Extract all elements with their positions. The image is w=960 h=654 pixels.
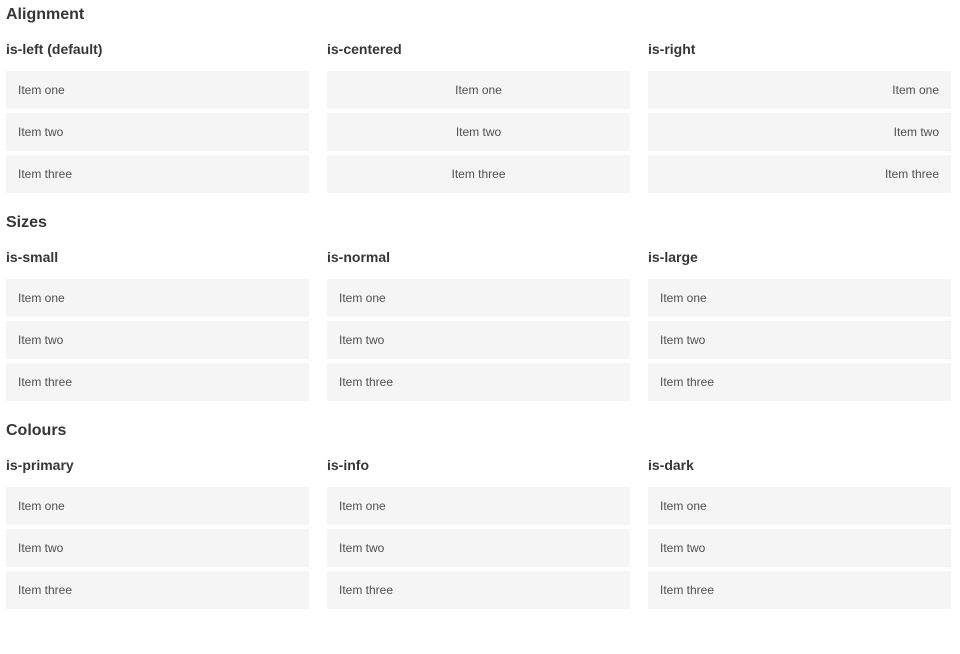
list-item[interactable]: Item two <box>6 529 309 567</box>
list-item[interactable]: Item two <box>6 321 309 359</box>
list-item[interactable]: Item one <box>327 279 630 317</box>
list-item[interactable]: Item three <box>6 155 309 193</box>
list-is-small: Item one Item two Item three <box>6 279 309 401</box>
list-item[interactable]: Item two <box>327 113 630 151</box>
list-item[interactable]: Item three <box>6 571 309 609</box>
group-label: is-centered <box>327 41 402 57</box>
list-item[interactable]: Item two <box>327 321 630 359</box>
section-title: Sizes <box>6 214 47 231</box>
section-alignment: Alignment is-left (default) Item one Ite… <box>6 5 951 193</box>
list-is-large: Item one Item two Item three <box>648 279 951 401</box>
list-is-normal: Item one Item two Item three <box>327 279 630 401</box>
list-item[interactable]: Item two <box>648 113 951 151</box>
list-item[interactable]: Item three <box>648 363 951 401</box>
list-item[interactable]: Item three <box>327 571 630 609</box>
group-label: is-small <box>6 249 59 265</box>
group-is-right: is-right Item one Item two Item three <box>648 41 951 193</box>
group-is-normal: is-normal Item one Item two Item three <box>327 249 630 401</box>
list-item[interactable]: Item one <box>648 71 951 109</box>
list-item[interactable]: Item two <box>648 321 951 359</box>
colours-row: is-primary Item one Item two Item three … <box>6 457 951 609</box>
list-item[interactable]: Item three <box>327 363 630 401</box>
list-is-left: Item one Item two Item three <box>6 71 309 193</box>
list-item[interactable]: Item two <box>6 113 309 151</box>
section-sizes: Sizes is-small Item one Item two Item th… <box>6 213 951 401</box>
list-item[interactable]: Item two <box>648 529 951 567</box>
group-label: is-large <box>648 249 698 265</box>
group-label: is-info <box>327 457 369 473</box>
list-item[interactable]: Item three <box>327 155 630 193</box>
list-is-right: Item one Item two Item three <box>648 71 951 193</box>
group-label: is-dark <box>648 457 694 473</box>
list-item[interactable]: Item three <box>648 155 951 193</box>
page: Alignment is-left (default) Item one Ite… <box>6 5 951 609</box>
group-is-info: is-info Item one Item two Item three <box>327 457 630 609</box>
group-is-centered: is-centered Item one Item two Item three <box>327 41 630 193</box>
group-is-primary: is-primary Item one Item two Item three <box>6 457 309 609</box>
list-item[interactable]: Item one <box>327 71 630 109</box>
list-item[interactable]: Item one <box>6 71 309 109</box>
list-item[interactable]: Item three <box>6 363 309 401</box>
alignment-row: is-left (default) Item one Item two Item… <box>6 41 951 193</box>
group-is-small: is-small Item one Item two Item three <box>6 249 309 401</box>
list-is-centered: Item one Item two Item three <box>327 71 630 193</box>
group-is-dark: is-dark Item one Item two Item three <box>648 457 951 609</box>
section-title: Alignment <box>6 6 85 23</box>
group-label: is-right <box>648 41 696 57</box>
list-item[interactable]: Item one <box>648 279 951 317</box>
list-item[interactable]: Item three <box>648 571 951 609</box>
list-is-primary: Item one Item two Item three <box>6 487 309 609</box>
section-title: Colours <box>6 422 67 439</box>
list-is-info: Item one Item two Item three <box>327 487 630 609</box>
list-item[interactable]: Item one <box>6 487 309 525</box>
group-is-left: is-left (default) Item one Item two Item… <box>6 41 309 193</box>
list-is-dark: Item one Item two Item three <box>648 487 951 609</box>
list-item[interactable]: Item one <box>648 487 951 525</box>
section-colours: Colours is-primary Item one Item two Ite… <box>6 421 951 609</box>
group-label: is-normal <box>327 249 391 265</box>
group-is-large: is-large Item one Item two Item three <box>648 249 951 401</box>
list-item[interactable]: Item one <box>6 279 309 317</box>
group-label: is-primary <box>6 457 74 473</box>
list-item[interactable]: Item one <box>327 487 630 525</box>
list-item[interactable]: Item two <box>327 529 630 567</box>
group-label: is-left (default) <box>6 41 103 57</box>
sizes-row: is-small Item one Item two Item three is… <box>6 249 951 401</box>
